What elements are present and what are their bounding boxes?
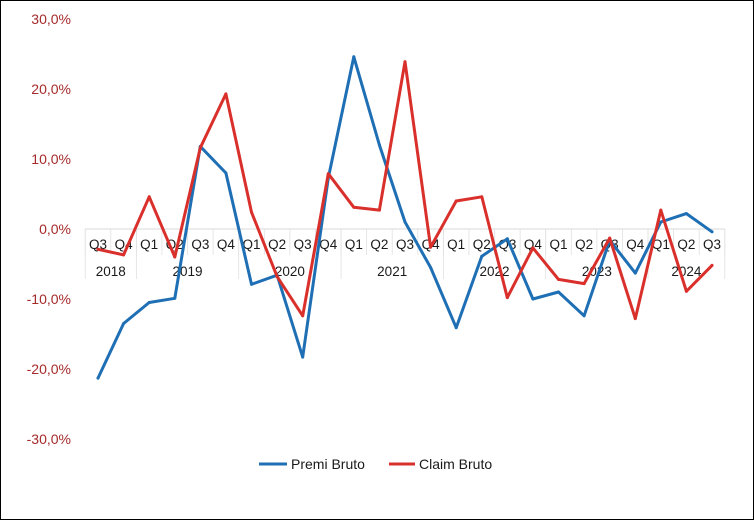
quarter-tick-label: Q3 bbox=[294, 237, 312, 252]
year-label: 2024 bbox=[671, 264, 702, 279]
quarter-tick-label: Q4 bbox=[319, 237, 338, 252]
data-point bbox=[377, 208, 381, 212]
data-point bbox=[147, 301, 151, 304]
y-axis: 30,0% 20,0% 10,0% 0,0% -10,0% -20,0% -30,0% bbox=[27, 11, 71, 447]
data-point bbox=[122, 253, 126, 257]
quarter-tick-label: Q1 bbox=[549, 237, 567, 252]
data-point bbox=[326, 172, 330, 176]
data-point bbox=[480, 195, 484, 199]
data-point bbox=[224, 171, 228, 175]
data-point bbox=[173, 255, 177, 259]
series-line-claim-bruto bbox=[96, 60, 714, 321]
data-point bbox=[429, 266, 433, 269]
data-point bbox=[710, 230, 714, 234]
y-tick-label: 0,0% bbox=[39, 221, 71, 237]
legend-label: Claim Bruto bbox=[419, 456, 492, 472]
data-point bbox=[301, 314, 305, 318]
data-point bbox=[352, 205, 356, 209]
data-point bbox=[96, 247, 100, 251]
quarter-tick-label: Q4 bbox=[626, 237, 645, 252]
data-point bbox=[659, 208, 663, 212]
quarter-tick-label: Q2 bbox=[268, 237, 286, 252]
year-label: 2021 bbox=[377, 264, 407, 279]
data-point bbox=[454, 199, 458, 203]
quarter-tick-label: Q3 bbox=[89, 237, 107, 252]
legend-label: Premi Bruto bbox=[291, 456, 365, 472]
quarter-tick-label: Q3 bbox=[396, 237, 414, 252]
data-point bbox=[633, 317, 637, 321]
data-point bbox=[301, 355, 305, 359]
data-point bbox=[377, 143, 381, 147]
data-point bbox=[147, 195, 151, 199]
y-tick-label: 20,0% bbox=[31, 81, 71, 97]
data-point bbox=[454, 326, 458, 330]
year-label: 2018 bbox=[96, 264, 126, 279]
data-point bbox=[531, 297, 535, 301]
data-point bbox=[684, 289, 688, 293]
data-point bbox=[633, 271, 637, 275]
quarter-tick-label: Q2 bbox=[575, 237, 593, 252]
y-tick-label: 30,0% bbox=[31, 11, 71, 27]
data-point bbox=[250, 282, 253, 286]
data-point bbox=[480, 254, 484, 258]
quarter-tick-label: Q4 bbox=[217, 237, 236, 252]
data-point bbox=[352, 55, 356, 59]
quarter-tick-label: Q1 bbox=[242, 237, 260, 252]
quarter-tick-label: Q2 bbox=[370, 237, 388, 252]
quarter-tick-label: Q3 bbox=[703, 237, 721, 252]
data-point bbox=[710, 263, 714, 267]
series-layer bbox=[96, 55, 714, 380]
data-point bbox=[557, 277, 560, 281]
data-point bbox=[429, 245, 433, 249]
y-tick-label: 10,0% bbox=[31, 151, 71, 167]
data-point bbox=[96, 376, 100, 380]
quarter-tick-label: Q3 bbox=[191, 237, 209, 252]
y-tick-label: -20,0% bbox=[27, 361, 71, 377]
data-point bbox=[122, 322, 126, 325]
data-point bbox=[659, 220, 663, 224]
data-point bbox=[531, 246, 535, 250]
data-point bbox=[684, 212, 688, 216]
legend: Premi Bruto Claim Bruto bbox=[259, 456, 492, 472]
quarter-tick-label: Q1 bbox=[652, 237, 670, 252]
data-point bbox=[505, 237, 509, 241]
y-tick-label: -30,0% bbox=[27, 431, 71, 447]
data-point bbox=[557, 290, 560, 294]
quarter-tick-label: Q2 bbox=[473, 237, 491, 252]
data-point bbox=[403, 220, 407, 224]
data-point bbox=[505, 296, 509, 300]
data-point bbox=[582, 314, 586, 318]
quarter-tick-label: Q2 bbox=[677, 237, 695, 252]
series-line-premi-bruto bbox=[96, 55, 714, 380]
data-point bbox=[403, 60, 407, 64]
quarter-tick-label: Q4 bbox=[524, 237, 543, 252]
quarter-tick-label: Q1 bbox=[447, 237, 465, 252]
data-point bbox=[224, 92, 228, 96]
quarter-tick-label: Q1 bbox=[345, 237, 363, 252]
year-label: 2020 bbox=[275, 264, 305, 279]
data-point bbox=[173, 296, 177, 300]
data-point bbox=[198, 146, 202, 150]
year-label: 2022 bbox=[480, 264, 510, 279]
data-point bbox=[275, 275, 279, 279]
data-point bbox=[582, 282, 586, 286]
quarter-tick-label: Q1 bbox=[140, 237, 158, 252]
data-point bbox=[250, 210, 253, 214]
data-point bbox=[608, 236, 612, 240]
y-tick-label: -10,0% bbox=[27, 291, 71, 307]
